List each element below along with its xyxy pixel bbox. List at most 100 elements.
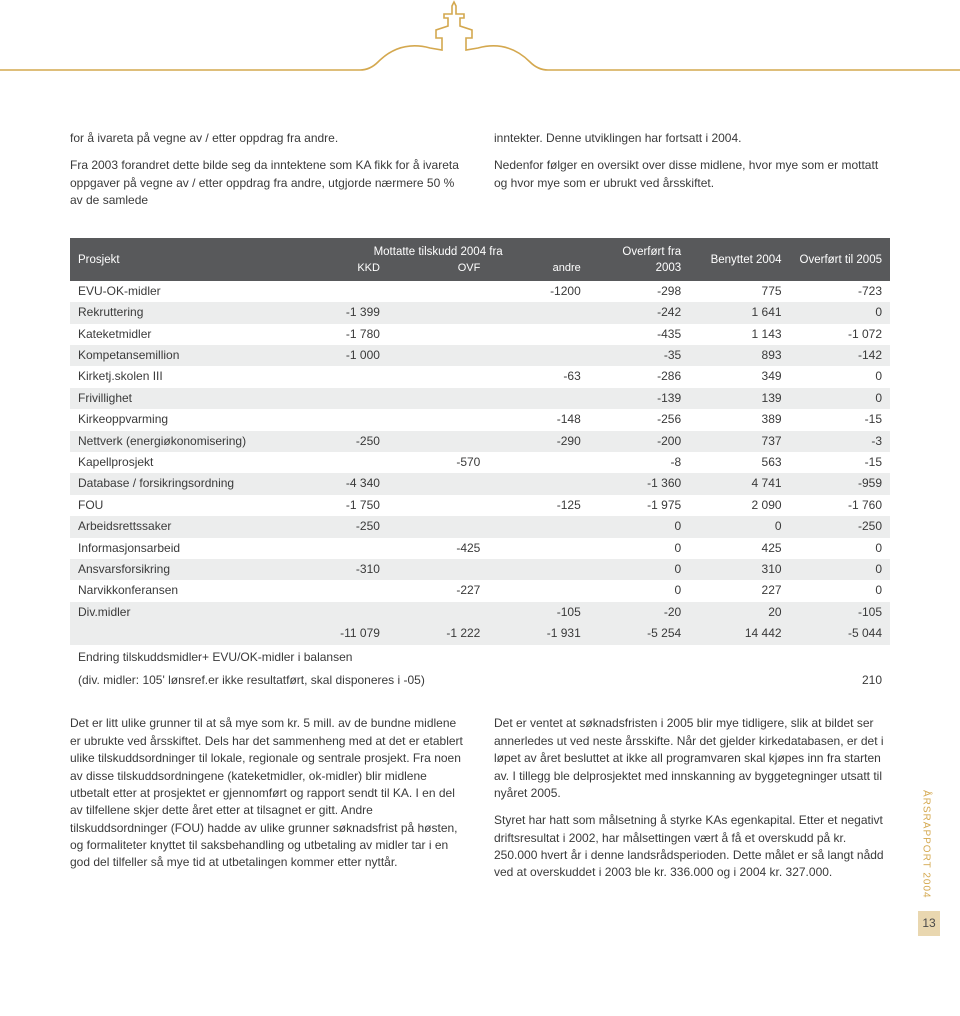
cell-num: [488, 345, 588, 366]
cell-num: -20: [589, 602, 689, 623]
cell-num: -3: [790, 431, 890, 452]
cell-num: -1 975: [589, 495, 689, 516]
page-side-info: ÅRSRAPPORT 2004 13: [918, 790, 940, 936]
cell-num: -1 360: [589, 473, 689, 494]
cell-num: [288, 602, 388, 623]
funds-table: Prosjekt Mottatte tilskudd 2004 fra Over…: [70, 238, 890, 692]
intro-right-p1: inntekter. Denne utviklingen har fortsat…: [494, 130, 890, 147]
cell-num: [388, 388, 488, 409]
cell-num: 389: [689, 409, 789, 430]
cell-num: -142: [790, 345, 890, 366]
cell-num: -570: [388, 452, 488, 473]
cell-num: -1 780: [288, 324, 388, 345]
cell-num: -1 750: [288, 495, 388, 516]
table-row: FOU-1 750 -125-1 9752 090-1 760: [70, 495, 890, 516]
cell-num: -125: [488, 495, 588, 516]
cell-num: -227: [388, 580, 488, 601]
table-total-row: -11 079-1 222-1 931-5 25414 442-5 044: [70, 623, 890, 644]
cell-num: -11 079: [288, 623, 388, 644]
cell-num: 2 090: [689, 495, 789, 516]
cell-num: -200: [589, 431, 689, 452]
cell-num: -959: [790, 473, 890, 494]
table-row: Database / forsikringsordning-4 340-1 36…: [70, 473, 890, 494]
cell-num: -723: [790, 281, 890, 302]
cell-num: -242: [589, 302, 689, 323]
cell-num: -425: [388, 538, 488, 559]
cell-num: -4 340: [288, 473, 388, 494]
cell-num: [288, 580, 388, 601]
cell-num: -1 399: [288, 302, 388, 323]
cell-name: FOU: [70, 495, 288, 516]
table-row: EVU-OK-midler-1200-298775-723: [70, 281, 890, 302]
cell-num: -250: [288, 431, 388, 452]
th-ovf: OVF: [388, 261, 488, 281]
cell-num: [388, 495, 488, 516]
cell-num: [388, 302, 488, 323]
cell-num: 4 741: [689, 473, 789, 494]
cell-num: [388, 281, 488, 302]
cell-num: [388, 345, 488, 366]
table-row: Informasjonsarbeid-42504250: [70, 538, 890, 559]
cell-num: -290: [488, 431, 588, 452]
cell-num: 0: [589, 516, 689, 537]
cell-num: [288, 409, 388, 430]
cell-num: [288, 538, 388, 559]
cell-num: -286: [589, 366, 689, 387]
th-prosjekt: Prosjekt: [70, 238, 288, 281]
th-overfort-til: Overført til 2005: [790, 238, 890, 281]
intro-left-p2: Fra 2003 forandret dette bilde seg da in…: [70, 157, 466, 209]
cell-num: -148: [488, 409, 588, 430]
cell-name: Narvikkonferansen: [70, 580, 288, 601]
cell-num: -15: [790, 409, 890, 430]
cell-num: [488, 324, 588, 345]
cell-name: Arbeidsrettssaker: [70, 516, 288, 537]
note-text: (div. midler: 105' lønsref.er ikke resul…: [70, 668, 790, 691]
table-row: Kapellprosjekt-570-8563-15: [70, 452, 890, 473]
cell-num: [288, 366, 388, 387]
cell-num: [388, 324, 488, 345]
cell-num: [488, 516, 588, 537]
cell-num: [388, 473, 488, 494]
cell-num: -310: [288, 559, 388, 580]
cell-num: [488, 559, 588, 580]
cell-num: -105: [790, 602, 890, 623]
table-row: Nettverk (energiøkonomisering)-250 -290-2…: [70, 431, 890, 452]
th-benyttet: Benyttet 2004: [689, 238, 789, 281]
cell-num: 0: [790, 559, 890, 580]
cell-num: 1 641: [689, 302, 789, 323]
cell-num: 0: [689, 516, 789, 537]
cell-num: [388, 409, 488, 430]
cell-num: 0: [790, 388, 890, 409]
cell-num: [288, 281, 388, 302]
cell-num: -5 044: [790, 623, 890, 644]
cell-num: -1200: [488, 281, 588, 302]
bottom-columns: Det er litt ulike grunner til at så mye …: [70, 715, 890, 892]
cell-num: -256: [589, 409, 689, 430]
cell-num: -63: [488, 366, 588, 387]
th-group-mottatte: Mottatte tilskudd 2004 fra: [288, 238, 589, 261]
cell-num: -298: [589, 281, 689, 302]
cell-num: -8: [589, 452, 689, 473]
cell-name: Ansvarsforsikring: [70, 559, 288, 580]
cell-num: [388, 602, 488, 623]
cell-num: [488, 452, 588, 473]
table-row: Ansvarsforsikring-31003100: [70, 559, 890, 580]
cell-num: [288, 388, 388, 409]
cell-num: 349: [689, 366, 789, 387]
cell-num: -1 072: [790, 324, 890, 345]
cell-num: -15: [790, 452, 890, 473]
page-number: 13: [918, 911, 940, 936]
cell-num: -1 000: [288, 345, 388, 366]
table-row: Div.midler-105-2020-105: [70, 602, 890, 623]
cell-num: [388, 559, 488, 580]
cell-num: -35: [589, 345, 689, 366]
cell-name: Informasjonsarbeid: [70, 538, 288, 559]
cell-num: [488, 538, 588, 559]
cell-num: -5 254: [589, 623, 689, 644]
table-row: Kirketj.skolen III-63-2863490: [70, 366, 890, 387]
cell-num: 0: [589, 580, 689, 601]
cell-num: -1 760: [790, 495, 890, 516]
cell-name: Kirkeoppvarming: [70, 409, 288, 430]
cell-num: [388, 366, 488, 387]
cell-name: Nettverk (energiøkonomisering): [70, 431, 288, 452]
